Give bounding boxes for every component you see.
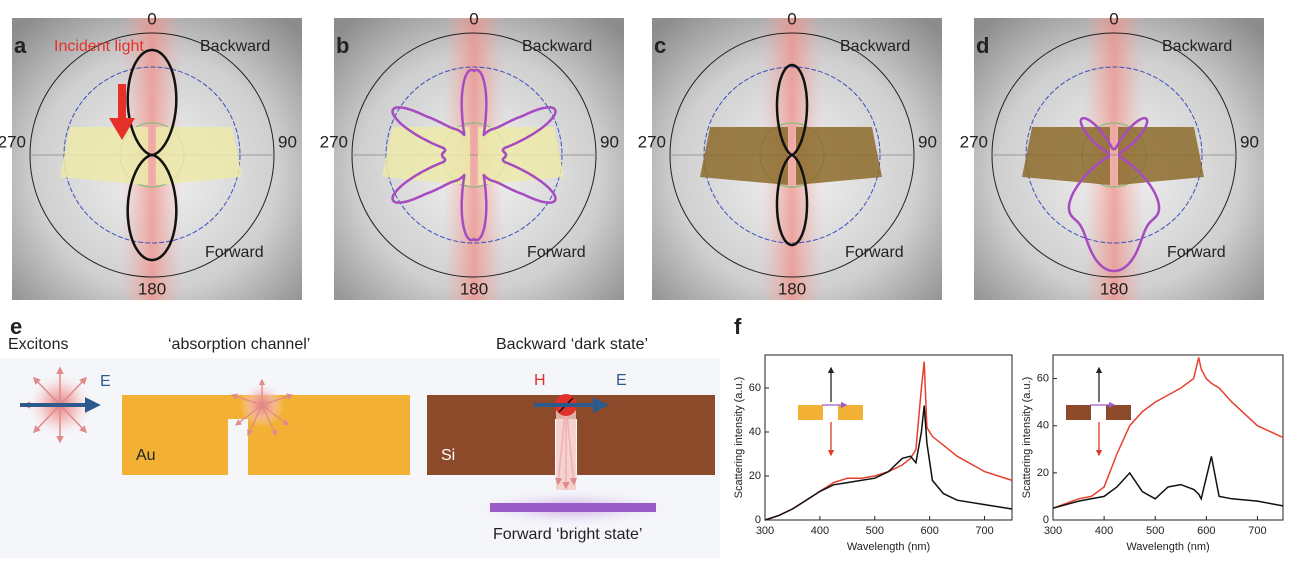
angle-label: 270 <box>0 132 26 151</box>
direction-label: Backward <box>1162 38 1232 55</box>
block <box>60 127 148 185</box>
direction-label: Forward <box>205 244 264 261</box>
x-tick-label: 400 <box>811 525 829 537</box>
panel-letter: b <box>336 33 349 58</box>
material-label: Au <box>136 447 156 464</box>
block <box>796 127 882 185</box>
panel-e: e Excitons E ‘absorption channel’ Au Bac… <box>0 314 720 558</box>
direction-label: Backward <box>840 38 910 55</box>
x-tick-label: 300 <box>756 525 774 537</box>
angle-label: 180 <box>1100 279 1128 298</box>
block <box>1022 127 1110 185</box>
data-line <box>1052 357 1284 509</box>
block <box>156 127 242 185</box>
panel-letter: a <box>14 33 27 58</box>
y-tick-label: 60 <box>1037 372 1049 384</box>
direction-label: Backward <box>200 38 270 55</box>
y-tick-label: 40 <box>1037 420 1049 432</box>
polar-panel: 0 90 180 270 Backward Forward b <box>320 9 624 300</box>
inset-gold <box>798 366 863 457</box>
x-tick-label: 500 <box>866 525 884 537</box>
panel-letter: d <box>976 33 989 58</box>
plot-frame <box>1052 354 1284 521</box>
x-tick-label: 600 <box>920 525 938 537</box>
emission-arrows <box>22 366 88 444</box>
y-tick-label: 20 <box>749 470 761 482</box>
angle-label: 180 <box>778 279 806 298</box>
angle-label: 90 <box>918 132 937 151</box>
angle-label: 0 <box>147 9 156 28</box>
radiation-pattern <box>775 63 809 247</box>
y-tick-label: 40 <box>749 426 761 438</box>
direction-label: Backward <box>522 38 592 55</box>
plot-frame <box>764 354 1013 521</box>
block <box>382 127 470 185</box>
label: ‘absorption channel’ <box>168 336 310 353</box>
panel-letter: e <box>10 314 22 339</box>
angle-label: 90 <box>600 132 619 151</box>
label: Excitons <box>8 336 68 353</box>
x-tick-label: 500 <box>1146 525 1164 537</box>
direction-label: Forward <box>527 244 586 261</box>
angle-label: 270 <box>960 132 988 151</box>
data-line <box>764 361 1013 521</box>
angle-label: 0 <box>787 9 796 28</box>
x-tick-label: 300 <box>1044 525 1062 537</box>
block <box>700 127 788 185</box>
radiation-pattern <box>1067 116 1161 273</box>
y-axis-label: Scattering intensity (a.u.) <box>1021 377 1033 499</box>
x-tick-label: 400 <box>1095 525 1113 537</box>
label: Backward ‘dark state’ <box>496 336 648 353</box>
angle-label: 180 <box>138 279 166 298</box>
field-label: E <box>100 373 111 390</box>
angle-label: 90 <box>1240 132 1259 151</box>
x-tick-label: 700 <box>975 525 993 537</box>
direction-label: Forward <box>845 244 904 261</box>
x-axis-label: Wavelength (nm) <box>847 541 930 553</box>
angle-label: 270 <box>638 132 666 151</box>
polar-panel: 0 90 180 270 Backward Forward d <box>960 9 1264 300</box>
y-tick-label: 0 <box>1043 514 1049 526</box>
field-label: E <box>616 372 627 389</box>
polar-panel: 0 90 180 270 Backward Forward c <box>638 9 942 300</box>
inset-silicon <box>1066 366 1131 457</box>
panel-letter: f <box>734 314 742 339</box>
angle-label: 0 <box>1109 9 1118 28</box>
line-chart: 300 400 500 600 700 0 20 40 60 Wavelength (nm) Sca… <box>733 354 1013 553</box>
material-label: Si <box>441 447 455 464</box>
y-axis-label: Scattering intensity (a.u.) <box>733 377 745 499</box>
incident-arrow <box>109 84 135 140</box>
label: Forward ‘bright state’ <box>493 526 642 543</box>
x-tick-label: 600 <box>1197 525 1215 537</box>
x-tick-label: 700 <box>1248 525 1266 537</box>
data-line <box>1052 456 1284 509</box>
y-tick-label: 20 <box>1037 467 1049 479</box>
annotation: Incident light <box>54 38 144 55</box>
angle-label: 180 <box>460 279 488 298</box>
bright-bar <box>490 503 656 512</box>
polar-panel: 0 90 180 270 Backward Forward a Incident light <box>0 9 302 300</box>
angle-label: 90 <box>278 132 297 151</box>
data-line <box>764 405 1013 521</box>
x-axis-label: Wavelength (nm) <box>1126 541 1209 553</box>
direction-label: Forward <box>1167 244 1226 261</box>
panel-letter: c <box>654 33 666 58</box>
field-label: H <box>534 372 546 389</box>
forward-arrows <box>554 404 578 490</box>
y-tick-label: 60 <box>749 382 761 394</box>
radiation-pattern <box>126 48 178 262</box>
angle-label: 0 <box>469 9 478 28</box>
absorption-arrows <box>230 378 294 437</box>
block <box>478 127 564 185</box>
radiation-pattern <box>391 68 557 242</box>
block <box>1118 127 1204 185</box>
y-tick-label: 0 <box>755 514 761 526</box>
line-chart: 300 400 500 600 700 0 20 40 60 Wavelength (nm) Sca… <box>1021 354 1284 553</box>
angle-label: 270 <box>320 132 348 151</box>
